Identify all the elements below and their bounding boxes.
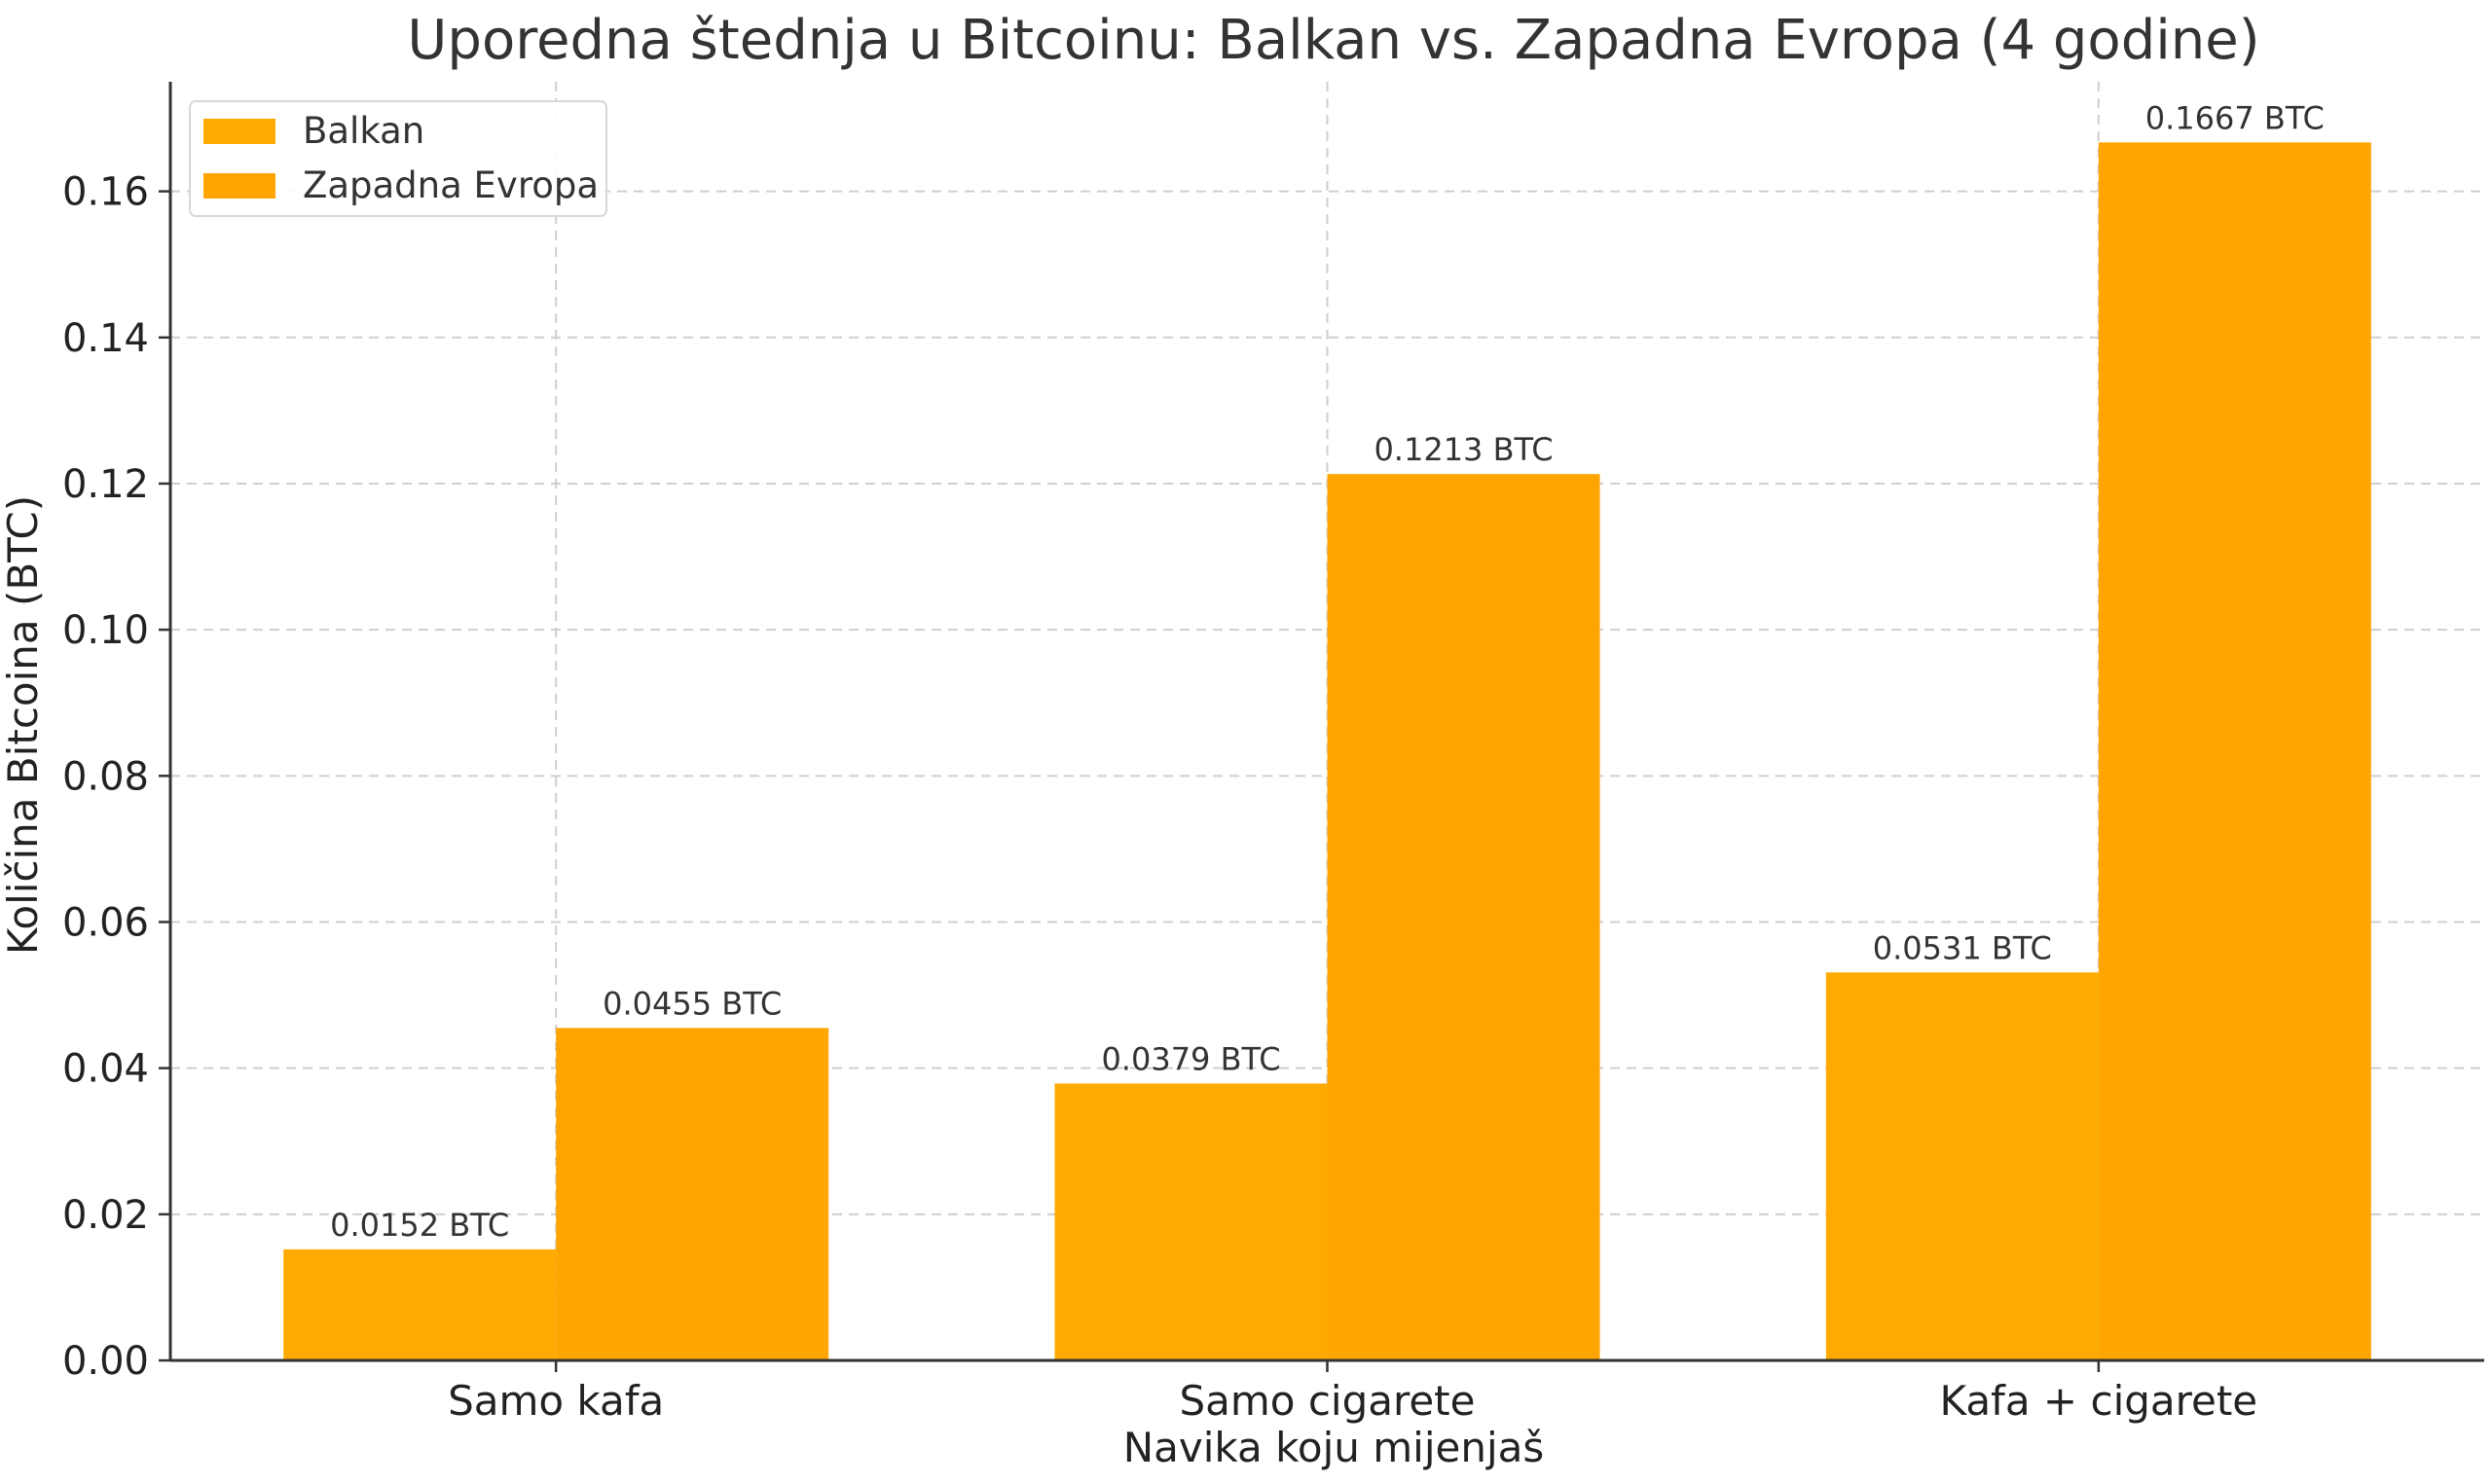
x-axis-label: Navika koju mijenjaš [1123,1424,1545,1471]
legend-label: Balkan [303,110,424,152]
y-tick-label: 0.12 [62,462,149,507]
y-tick-label: 0.02 [62,1193,149,1238]
tick-labels: 0.00 0.02 0.04 0.06 0.08 0.10 0.12 0.14 0.16 Samo… [62,170,2257,1425]
bar-value-label: 0.0455 BTC [603,985,782,1022]
bar-zapadna-evropa [2098,142,2371,1360]
y-tick-label: 0.16 [62,170,149,215]
bar-value-label: 0.0152 BTC [330,1207,509,1244]
y-tick-label: 0.14 [62,316,149,361]
chart-title: Uporedna štednja u Bitcoinu: Balkan vs. … [407,9,2259,72]
y-tick-label: 0.10 [62,608,149,653]
legend-label: Zapadna Evropa [303,164,599,206]
bars [283,142,2371,1360]
x-tick-label: Samo kafa [448,1377,664,1425]
x-tick-label: Kafa + cigarete [1940,1377,2258,1425]
legend-swatch [203,173,275,199]
bar-balkan [1825,972,2099,1360]
bar-balkan [1054,1083,1328,1360]
y-axis-label: Količina Bitcoina (BTC) [0,495,47,955]
bar-value-label: 0.1667 BTC [2145,99,2325,136]
data-labels: 0.0152 BTC 0.0379 BTC 0.0531 BTC 0.0455 BTC… [330,99,2325,1244]
x-tick-label: Samo cigarete [1179,1377,1475,1425]
y-tick-label: 0.00 [62,1339,149,1384]
axes [159,82,2484,1372]
bar-value-label: 0.0531 BTC [1873,929,2052,966]
bar-value-label: 0.0379 BTC [1101,1040,1280,1077]
bar-balkan [283,1249,557,1360]
bar-zapadna-evropa [1327,474,1600,1360]
legend-swatch [203,119,275,144]
y-tick-label: 0.06 [62,900,149,945]
y-tick-label: 0.04 [62,1047,149,1092]
legend: Balkan Zapadna Evropa [189,100,607,217]
y-tick-label: 0.08 [62,754,149,799]
bar-value-label: 0.1213 BTC [1374,431,1553,468]
bar-zapadna-evropa [556,1028,829,1360]
legend-box [189,100,607,217]
